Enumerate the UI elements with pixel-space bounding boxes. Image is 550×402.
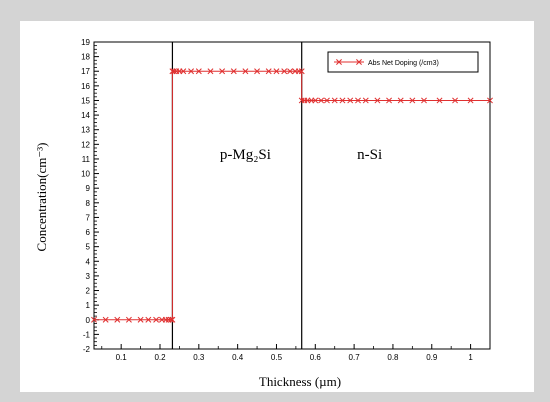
region-labels: p-Mg₂Si n-Si <box>220 147 382 163</box>
data-point-marker <box>355 97 361 104</box>
data-point-marker <box>167 316 174 323</box>
y-tick-label: 12 <box>81 140 90 149</box>
y-tick-label: 4 <box>86 257 91 266</box>
y-tick-label: 15 <box>81 96 90 105</box>
data-point-marker <box>125 316 132 323</box>
y-tick-label: 7 <box>86 213 91 222</box>
data-point-marker <box>230 68 237 75</box>
plot-area <box>93 41 491 350</box>
legend-box <box>327 51 479 73</box>
data-point-marker <box>114 316 121 323</box>
data-point-marker <box>312 97 319 104</box>
x-tick-label: 0.9 <box>426 353 438 362</box>
data-point-marker <box>287 68 294 75</box>
data-point-marker <box>347 97 354 104</box>
legend-marker <box>356 59 362 65</box>
y-tick-label: 16 <box>81 82 90 91</box>
x-axis: 0.1 0.2 0.3 0.4 0.5 0.6 0.7 0.8 0.9 1 <box>101 344 473 362</box>
series-line <box>94 70 490 321</box>
data-point-marker <box>137 316 144 323</box>
y-tick-label: 0 <box>86 316 91 325</box>
data-point-marker <box>281 68 288 75</box>
data-point-marker <box>298 68 305 75</box>
x-tick-label: 0.5 <box>271 353 283 362</box>
region-label: n-Si <box>357 147 382 163</box>
y-axis-title: Concentration(cm⁻³) <box>34 143 49 252</box>
data-point-marker <box>254 68 261 75</box>
data-point-marker <box>397 97 404 104</box>
y-tick-label: 9 <box>86 184 91 193</box>
data-point-marker <box>162 316 169 323</box>
data-point-marker <box>298 97 305 104</box>
y-tick-label: -2 <box>83 345 91 354</box>
y-tick-label: 5 <box>86 243 91 252</box>
x-axis-title: Thickness (µm) <box>259 374 341 389</box>
data-point-marker <box>331 97 338 104</box>
data-point-marker <box>339 97 346 104</box>
data-point-marker <box>436 97 443 104</box>
y-tick-label: 10 <box>81 170 90 179</box>
x-tick-label: 0.1 <box>116 353 128 362</box>
data-point-marker <box>296 68 302 75</box>
legend: Abs Net Doping (/cm3) <box>327 51 479 73</box>
y-tick-label: 11 <box>82 155 91 164</box>
data-point-marker <box>207 68 214 75</box>
y-tick-label: 13 <box>81 126 90 135</box>
y-tick-label: 14 <box>81 111 90 120</box>
data-point-marker <box>467 97 474 104</box>
x-tick-label: 1 <box>468 353 473 362</box>
data-point-marker <box>318 97 325 104</box>
data-point-marker <box>180 68 187 75</box>
x-tick-label: 0.6 <box>310 353 322 362</box>
x-tick-label: 0.7 <box>349 353 361 362</box>
x-tick-label: 0.4 <box>232 353 244 362</box>
legend-entry-label: Abs Net Doping (/cm3) <box>368 60 439 67</box>
region-label: p-Mg₂Si <box>220 147 271 163</box>
x-tick-label: 0.2 <box>154 353 166 362</box>
y-tick-label: 2 <box>86 287 91 296</box>
data-point-marker <box>195 68 202 75</box>
y-tick-label: 8 <box>86 199 91 208</box>
data-point-marker <box>452 97 459 104</box>
data-point-marker <box>323 97 330 104</box>
x-tick-label: 0.8 <box>387 353 399 362</box>
data-point-marker <box>242 68 249 75</box>
y-tick-label: 6 <box>86 228 91 237</box>
data-point-marker <box>374 97 381 104</box>
y-tick-label: 3 <box>86 272 91 281</box>
y-tick-label: 1 <box>86 301 91 310</box>
x-tick-label: 0.3 <box>193 353 205 362</box>
data-point-marker <box>153 316 160 323</box>
data-point-marker <box>91 316 97 323</box>
data-point-marker <box>145 316 152 323</box>
series-layer <box>91 68 493 323</box>
data-point-marker <box>362 97 369 104</box>
data-point-marker <box>386 97 393 104</box>
y-tick-label: 18 <box>81 53 90 62</box>
data-point-marker <box>171 68 177 75</box>
data-point-marker <box>273 68 280 75</box>
y-tick-label: 19 <box>81 38 90 47</box>
data-point-marker <box>487 97 493 104</box>
legend-marker <box>336 59 342 65</box>
data-point-marker <box>102 316 109 323</box>
y-tick-label: 17 <box>81 67 90 76</box>
legend-swatch-markers <box>336 59 362 65</box>
y-tick-label: -1 <box>83 330 91 339</box>
data-point-marker <box>265 68 272 75</box>
data-point-marker <box>421 97 427 104</box>
data-point-marker <box>169 316 176 323</box>
data-point-marker <box>409 97 416 104</box>
data-point-marker <box>188 68 195 75</box>
data-point-marker <box>219 68 226 75</box>
